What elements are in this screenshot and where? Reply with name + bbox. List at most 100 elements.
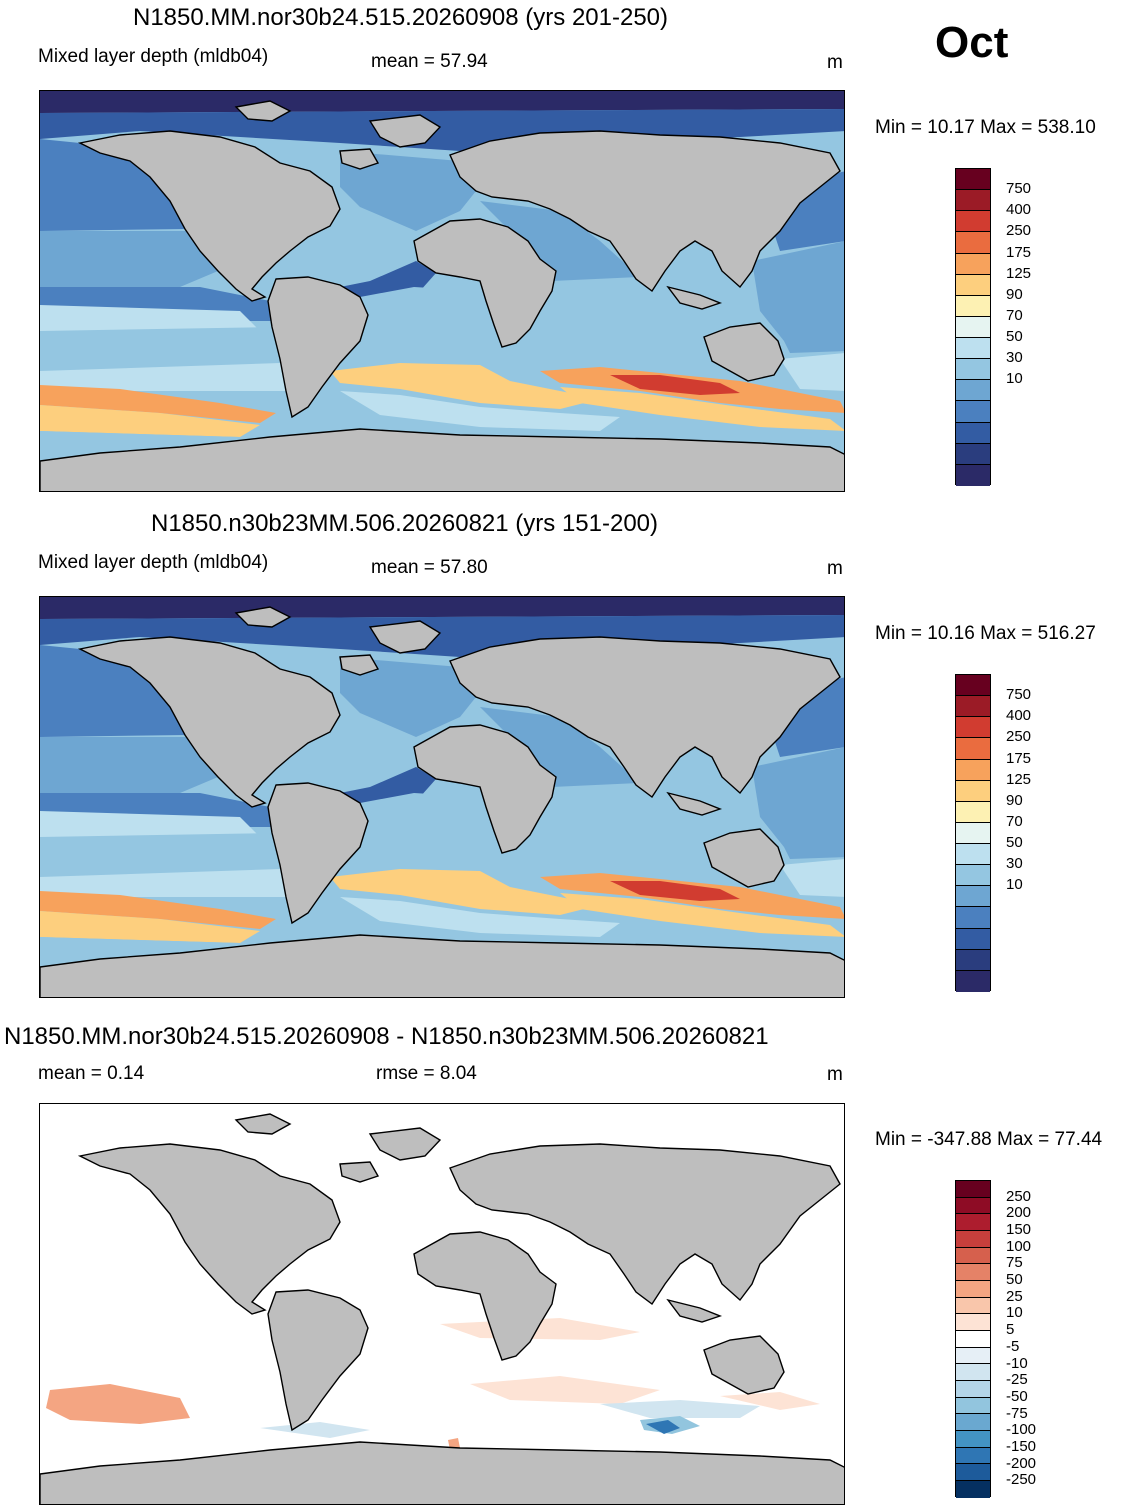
colorbar-swatch [956,1414,990,1432]
colorbar-swatch [956,169,990,191]
land-mass [368,114,442,148]
colorbar-label: 10 [1006,370,1023,388]
field-contour [752,241,844,353]
field-contour [40,385,276,423]
colorbar-label: 90 [1006,285,1023,303]
colorbar-swatch [956,1447,990,1465]
field-contour [340,151,476,231]
colorbar-label: 125 [1006,264,1032,282]
colorbar-label: -5 [1006,1337,1020,1355]
colorbar-label: 70 [1006,306,1023,324]
field-contour [560,387,844,431]
panel2-mean: mean = 57.80 [371,557,488,578]
colorbar-swatch [956,232,990,254]
field-contour [40,405,260,437]
colorbar-label: 250 [1006,728,1032,746]
land-mass [666,1298,723,1323]
land-mass [267,276,369,419]
colorbar-label: -100 [1006,1421,1037,1439]
panel1-mean: mean = 57.94 [371,51,488,72]
colorbar-label: 90 [1006,791,1023,809]
field-contour [752,747,844,859]
colorbar-label: 150 [1006,1221,1032,1239]
land-mass [234,606,292,628]
land-mass [413,218,557,348]
colorbar-label: -250 [1006,1471,1037,1489]
panel3-minmax: Min = -347.88 Max = 77.44 [875,1129,1103,1150]
colorbar-label: 50 [1006,1271,1023,1289]
colorbar-label: 400 [1006,707,1032,725]
colorbar-label: 750 [1006,180,1032,198]
colorbar-swatch [956,443,990,465]
field-contour [40,139,185,231]
colorbar-swatch [956,928,990,950]
month-label: Oct [935,18,1009,67]
panel1-title: N1850.MM.nor30b24.515.20260908 (yrs 201-… [133,4,669,31]
land-mass [666,285,723,310]
land-mass [77,130,341,302]
colorbar-swatch [956,886,990,908]
colorbar-swatch [956,359,990,381]
colorbar-swatch [956,780,990,802]
field-contour [340,897,620,937]
field-contour [40,737,218,793]
field-contour [40,811,260,837]
colorbar-label: 250 [1006,1187,1032,1205]
colorbar-swatch [956,970,990,992]
panel1-minmax: Min = 10.17 Max = 538.10 [875,117,1096,138]
panel2-variable: Mixed layer depth (mldb04) [38,552,269,573]
land-mass [77,636,341,808]
panel3-field-svg [40,1104,844,1504]
colorbar-label: 250 [1006,222,1032,240]
land-mass [449,636,841,799]
panel1-colorbar [955,168,991,486]
land-mass [449,130,841,293]
colorbar-swatch [956,1431,990,1448]
panel2-units: m [827,558,843,579]
colorbar-label: -10 [1006,1354,1028,1372]
land-mass [413,1231,557,1361]
land-mass [449,1143,841,1306]
colorbar-label: 10 [1006,876,1023,894]
colorbar-swatch [956,380,990,402]
field-contour [40,937,270,959]
field-contour [470,1376,660,1404]
colorbar-swatch [956,274,990,296]
colorbar-label: 50 [1006,834,1023,852]
field-contour [40,231,218,287]
field-contour [540,277,704,353]
colorbar-swatch [956,401,990,423]
colorbar-swatch [956,1364,990,1382]
field-contour [360,793,490,879]
colorbar-swatch [956,1464,990,1482]
colorbar-swatch [956,822,990,844]
colorbar-label: 30 [1006,349,1023,367]
colorbar-swatch [956,1347,990,1365]
colorbar-swatch [956,295,990,317]
panel3-rmse: rmse = 8.04 [376,1063,477,1084]
panel2-title: N1850.n30b23MM.506.20260821 (yrs 151-200… [151,510,659,537]
land-mass [368,1127,442,1161]
colorbar-swatch [956,1331,990,1348]
land-mass [703,1335,785,1395]
panel1-units: m [827,52,843,73]
colorbar-label: 175 [1006,749,1032,767]
panel3-map [39,1103,845,1505]
panel1-map [39,90,845,492]
field-contour [330,869,600,915]
land-mass [666,791,723,816]
colorbar-swatch [956,844,990,866]
land-mass [339,1161,380,1183]
land-mass [234,1113,292,1135]
land-mass [339,148,380,170]
colorbar-swatch [956,1397,990,1415]
field-contour [330,363,600,409]
land-mass [703,828,785,888]
land-mass [413,724,557,854]
colorbar-swatch [956,211,990,233]
colorbar-swatch [956,949,990,971]
colorbar-label: 175 [1006,243,1032,261]
panel3-units: m [827,1064,843,1085]
colorbar-swatch [956,1281,990,1298]
field-contour [646,1420,680,1434]
